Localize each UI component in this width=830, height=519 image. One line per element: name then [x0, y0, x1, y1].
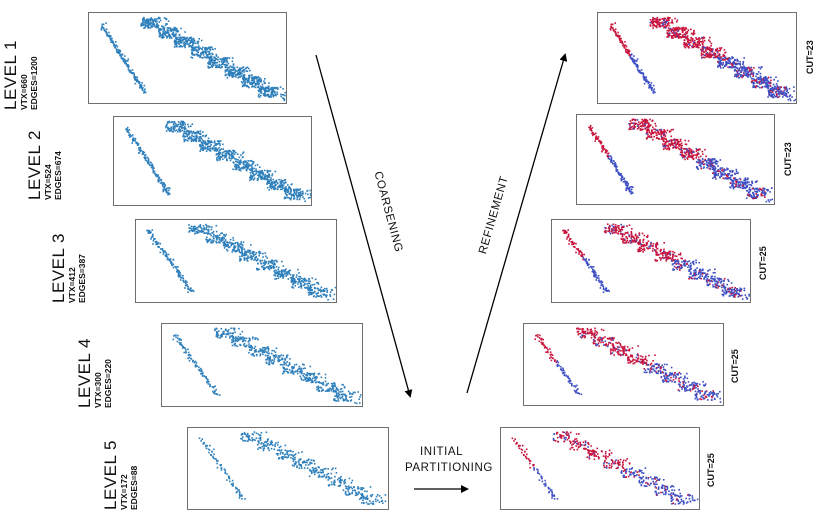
- level-3-label: LEVEL 3 VTX=412 EDGES=387: [49, 233, 87, 303]
- level-title: LEVEL 2: [25, 130, 44, 200]
- edge-count: EDGES=387: [77, 254, 87, 303]
- refined-level-3-matrix: [551, 219, 751, 303]
- level-1-matrix: [88, 12, 287, 104]
- cut-label-initial: CUT=25: [706, 453, 716, 487]
- level-title: LEVEL 1: [1, 40, 20, 110]
- level-3-matrix: [135, 219, 337, 303]
- initial-label: INITIAL: [420, 446, 464, 458]
- level-1-label: LEVEL 1 VTX=660 EDGES=1200: [1, 40, 39, 110]
- coarsening-label: COARSENING: [371, 170, 405, 254]
- level-2-matrix: [113, 116, 312, 206]
- level-5-label: LEVEL 5 VTX=172 EDGES=88: [101, 440, 139, 510]
- cut-label-level-1: CUT=23: [805, 40, 815, 74]
- refinement-label: REFINEMENT: [477, 174, 511, 256]
- vertex-count: VTX=300: [93, 372, 103, 408]
- refined-level-1-matrix: [597, 12, 797, 104]
- partitioning-label: PARTITIONING: [405, 462, 493, 474]
- cut-label-level-2: CUT=23: [783, 142, 793, 176]
- cut-label-level-4: CUT=25: [730, 349, 740, 383]
- initial-partition-matrix: [500, 427, 700, 510]
- edge-count: EDGES=674: [53, 151, 63, 200]
- level-title: LEVEL 5: [101, 440, 120, 510]
- level-4-label: LEVEL 4 VTX=300 EDGES=220: [75, 338, 113, 408]
- edge-count: EDGES=88: [129, 465, 139, 510]
- edge-count: EDGES=220: [103, 359, 113, 408]
- level-title: LEVEL 4: [75, 338, 94, 408]
- level-5-matrix: [187, 427, 389, 510]
- refined-level-2-matrix: [576, 114, 775, 205]
- level-2-label: LEVEL 2 VTX=524 EDGES=674: [25, 130, 63, 200]
- refined-level-4-matrix: [523, 323, 724, 406]
- vertex-count: VTX=412: [67, 267, 77, 303]
- edge-count: EDGES=1200: [29, 56, 39, 110]
- level-title: LEVEL 3: [49, 233, 68, 303]
- cut-label-level-3: CUT=25: [758, 246, 768, 280]
- level-4-matrix: [161, 323, 363, 407]
- vertex-count: VTX=524: [43, 164, 53, 200]
- vertex-count: VTX=172: [119, 474, 129, 510]
- vertex-count: VTX=660: [19, 74, 29, 110]
